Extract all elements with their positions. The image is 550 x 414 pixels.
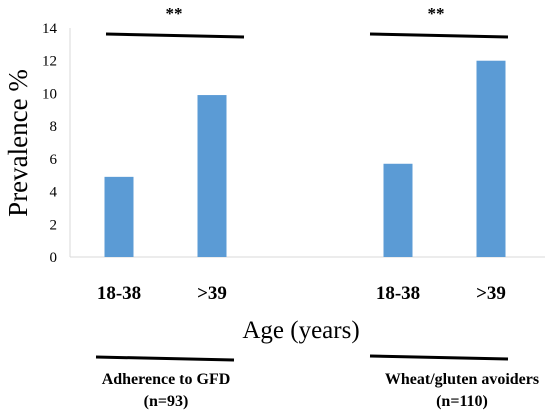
group-underline [95,355,235,362]
y-tick-label: 10 [42,86,57,102]
y-tick-label: 0 [50,250,58,266]
category-labels: 18-38 >39 18-38 >39 [97,283,506,304]
significance-label: ** [428,4,445,23]
y-tick-label: 4 [50,185,58,201]
significance-markers: ** ** [105,4,509,39]
bar [197,95,227,257]
category-label: >39 [197,283,227,304]
group-label: Wheat/gluten avoiders [385,371,539,388]
bar [104,176,134,257]
group-n-label: (n=110) [436,393,488,410]
y-tick-labels: 0 2 4 6 8 10 12 14 [42,21,58,266]
y-tick-label: 12 [42,54,57,70]
group-labels: Adherence to GFD (n=93) Wheat/gluten avoid… [95,354,539,410]
y-tick-label: 6 [50,152,58,168]
category-label: 18-38 [376,283,420,304]
bar [383,163,413,257]
y-tick-label: 14 [42,21,58,37]
group-label: Adherence to GFD [102,371,231,388]
category-label: >39 [476,283,506,304]
bars [104,60,506,257]
x-axis-label: Age (years) [242,317,359,344]
category-label: 18-38 [97,283,141,304]
y-axis-label: Prevalence % [3,69,33,217]
significance-line [105,32,245,39]
y-tick-label: 8 [50,119,58,135]
y-tick-label: 2 [50,217,58,233]
bar [476,60,506,257]
significance-label: ** [166,4,183,23]
significance-line [369,32,509,39]
group-n-label: (n=93) [144,393,189,410]
group-underline [369,354,509,361]
